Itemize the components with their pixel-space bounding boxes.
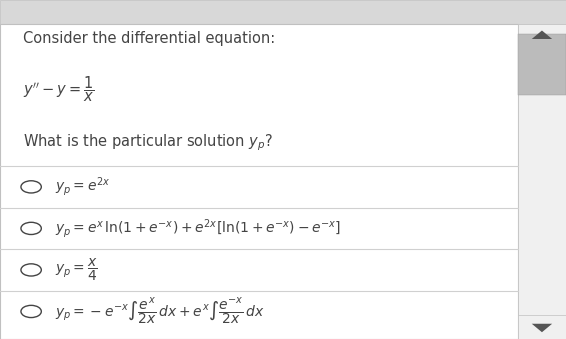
Bar xyxy=(0,0,566,24)
Text: What is the particular solution $y_p$?: What is the particular solution $y_p$? xyxy=(23,132,273,153)
Text: $y_p = \dfrac{x}{4}$: $y_p = \dfrac{x}{4}$ xyxy=(55,257,98,283)
Text: $y_p = -e^{-x}\int\dfrac{e^{x}}{2x}\,dx + e^{x}\int\dfrac{e^{-x}}{2x}\,dx$: $y_p = -e^{-x}\int\dfrac{e^{x}}{2x}\,dx … xyxy=(55,296,265,326)
Text: $y_p = e^{2x}$: $y_p = e^{2x}$ xyxy=(55,175,111,198)
Bar xyxy=(518,24,566,47)
Bar xyxy=(518,34,566,95)
Text: $y_p = e^{x}\,\ln(1+e^{-x}) + e^{2x}[\ln(1+e^{-x}) - e^{-x}]$: $y_p = e^{x}\,\ln(1+e^{-x}) + e^{2x}[\ln… xyxy=(55,217,342,240)
Text: $y'' - y = \dfrac{1}{x}$: $y'' - y = \dfrac{1}{x}$ xyxy=(23,75,95,104)
Text: Consider the differential equation:: Consider the differential equation: xyxy=(23,31,275,45)
Bar xyxy=(518,315,566,339)
Polygon shape xyxy=(531,31,552,39)
Bar xyxy=(518,24,566,339)
Polygon shape xyxy=(531,324,552,332)
